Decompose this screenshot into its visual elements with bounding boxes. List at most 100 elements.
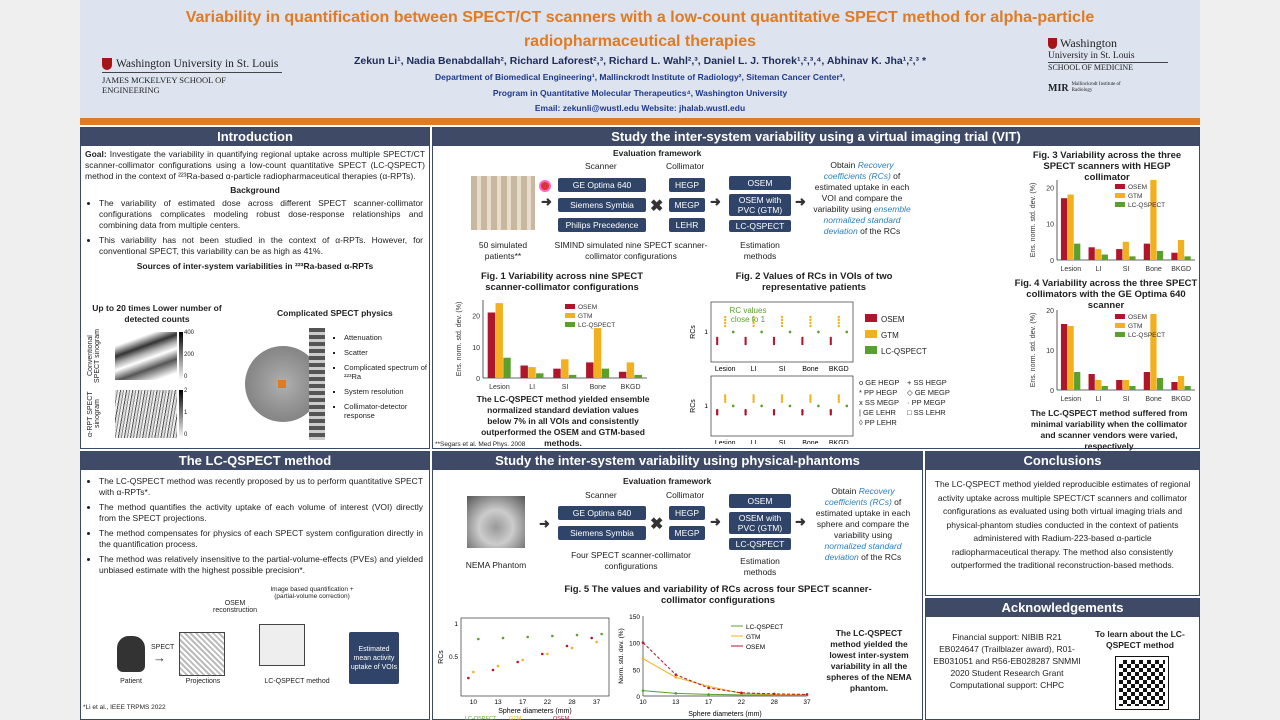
data-point bbox=[744, 342, 747, 346]
y-tick-label: 20 bbox=[1046, 308, 1054, 315]
data-point bbox=[724, 394, 727, 397]
data-point bbox=[752, 321, 755, 325]
data-point bbox=[516, 660, 519, 664]
obtain-highlight: Recovery coefficients (RCs) bbox=[823, 160, 894, 181]
wustl-medicine-logo: Washington University in St. Louis SCHOO… bbox=[1048, 36, 1168, 94]
logo-left-line-1: Washington University in St. Louis bbox=[116, 58, 279, 70]
colorbar-tick: 400 bbox=[184, 330, 195, 336]
legend-swatch bbox=[565, 322, 575, 327]
data-point bbox=[674, 692, 678, 695]
data-point bbox=[641, 641, 645, 644]
x-tick-label: SI bbox=[779, 440, 786, 444]
y-axis-label: Ens. norm. std. dev. (%) bbox=[1030, 313, 1037, 388]
obtain-highlight: normalized standard deviation bbox=[824, 541, 902, 562]
x-tick-label: 10 bbox=[470, 699, 478, 706]
data-point bbox=[809, 324, 812, 328]
marker-label: ◊ PP LEHR bbox=[859, 418, 897, 427]
affiliation-line-1: Department of Biomedical Engineering¹, M… bbox=[435, 72, 845, 82]
data-point bbox=[809, 398, 812, 401]
method-box: OSEM with PVC (GTM) bbox=[729, 194, 791, 216]
bar bbox=[1122, 380, 1129, 390]
y-tick-label: 0.5 bbox=[449, 654, 458, 661]
x-tick-label: BKGD bbox=[1171, 396, 1191, 403]
legend-item: OSEM bbox=[865, 314, 927, 324]
data-point bbox=[837, 324, 840, 328]
data-point bbox=[477, 637, 480, 641]
bar bbox=[1122, 241, 1129, 260]
colorbar-tick: 2 bbox=[184, 388, 188, 394]
bar bbox=[1143, 243, 1150, 260]
legend-label: OSEM bbox=[881, 315, 905, 324]
goal-label: Goal: bbox=[85, 149, 107, 159]
projections-image bbox=[179, 632, 225, 676]
data-point bbox=[744, 338, 747, 342]
x-tick-label: BKGD bbox=[829, 440, 849, 444]
acknowledgements-heading: Acknowledgements bbox=[926, 599, 1199, 617]
data-point bbox=[809, 318, 812, 322]
logo-right-line-3: SCHOOL OF MEDICINE bbox=[1048, 62, 1168, 72]
data-point bbox=[837, 398, 840, 401]
collimator-box: MEGP bbox=[669, 198, 705, 212]
y-tick-label: 20 bbox=[1046, 185, 1054, 192]
patient-image bbox=[117, 636, 145, 672]
physics-item: System resolution bbox=[344, 387, 436, 396]
data-point bbox=[829, 336, 832, 340]
physics-item: Attenuation bbox=[344, 333, 436, 342]
arrow-icon: ➜ bbox=[710, 514, 721, 529]
data-point bbox=[829, 413, 832, 416]
data-point bbox=[716, 338, 719, 342]
collimator-box: MEGP bbox=[669, 526, 705, 540]
data-point bbox=[837, 315, 840, 319]
conclusions-panel: Conclusions The LC-QSPECT method yielded… bbox=[925, 451, 1200, 596]
phantom-panel: Study the inter-system variability using… bbox=[432, 451, 923, 720]
data-point bbox=[472, 670, 475, 674]
data-point bbox=[780, 400, 784, 403]
data-point bbox=[829, 342, 832, 346]
y-axis-label: Norm. std. dev. (%) bbox=[618, 628, 625, 684]
bar bbox=[1095, 249, 1102, 260]
data-point bbox=[809, 396, 812, 399]
data-point bbox=[595, 640, 598, 644]
simulated-patients-label: 50 simulated patients** bbox=[478, 240, 528, 261]
fig3-title: Fig. 3 Variability across the three SPEC… bbox=[1032, 150, 1182, 183]
x-tick-label: 37 bbox=[803, 699, 811, 706]
reference: *Li et al., IEEE TRPMS 2022 bbox=[83, 704, 166, 711]
legend-swatch bbox=[865, 330, 877, 338]
qr-code-icon[interactable] bbox=[1115, 656, 1169, 710]
legend-swatch bbox=[1114, 184, 1125, 189]
fig2-chart: RCs 1 Lesion LI SI Bone BKGD RCs 1 Lesion LI SI Bone… bbox=[690, 301, 854, 444]
legend-label: OSEM bbox=[1128, 184, 1147, 191]
bar bbox=[1067, 194, 1074, 260]
acknowledgements-panel: Acknowledgements Financial support: NIBI… bbox=[925, 598, 1200, 720]
arrow-icon: ➜ bbox=[539, 516, 550, 531]
bar bbox=[1116, 380, 1123, 390]
method-box: OSEM with PVC (GTM) bbox=[729, 512, 791, 534]
legend-label: GTM bbox=[881, 331, 899, 340]
obtain-part: of estimated uptake in each VOI and comp… bbox=[813, 171, 910, 214]
bar bbox=[1067, 326, 1074, 390]
bar bbox=[553, 368, 561, 378]
bar bbox=[520, 365, 528, 378]
scanner-box: Philips Precedence bbox=[558, 218, 646, 232]
data-point bbox=[772, 338, 776, 342]
collimator-box: LEHR bbox=[669, 218, 705, 232]
plot-frame bbox=[460, 617, 610, 697]
bar bbox=[487, 312, 496, 378]
record-icon bbox=[539, 180, 551, 192]
data-point bbox=[801, 413, 804, 416]
data-point bbox=[801, 340, 804, 344]
fig3-chart: 0 10 20 Ens. norm. std. dev. (%) Lesion LI SI B… bbox=[1030, 180, 1195, 273]
bar bbox=[626, 362, 635, 378]
arrow-icon: ➜ bbox=[795, 514, 806, 529]
legend-label: GTM bbox=[746, 634, 760, 641]
data-point bbox=[780, 394, 784, 397]
collimator-image bbox=[309, 328, 325, 440]
data-point bbox=[760, 404, 763, 408]
y-tick-label: 150 bbox=[629, 614, 640, 621]
legend-label: GTM bbox=[1128, 193, 1142, 200]
method-box: OSEM bbox=[729, 494, 791, 508]
sources-heading: Sources of inter-system variabilities in… bbox=[136, 261, 374, 271]
data-point bbox=[801, 338, 804, 342]
image-based-label: Image based quantification + (partial-vo… bbox=[270, 586, 354, 600]
phantom-heading: Study the inter-system variability using… bbox=[433, 452, 922, 470]
